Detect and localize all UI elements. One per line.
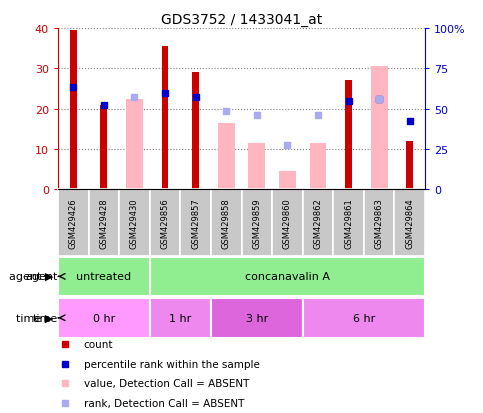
Text: rank, Detection Call = ABSENT: rank, Detection Call = ABSENT bbox=[84, 398, 244, 408]
FancyBboxPatch shape bbox=[180, 190, 211, 256]
Text: GSM429863: GSM429863 bbox=[375, 198, 384, 248]
Text: 1 hr: 1 hr bbox=[169, 313, 191, 323]
Text: GSM429856: GSM429856 bbox=[160, 198, 170, 248]
Text: agent: agent bbox=[26, 272, 58, 282]
Bar bbox=[126, 100, 143, 190]
FancyBboxPatch shape bbox=[211, 190, 242, 256]
Bar bbox=[345, 81, 352, 190]
FancyBboxPatch shape bbox=[303, 298, 425, 338]
FancyBboxPatch shape bbox=[150, 298, 211, 338]
FancyBboxPatch shape bbox=[58, 257, 150, 297]
FancyBboxPatch shape bbox=[272, 190, 303, 256]
Text: value, Detection Call = ABSENT: value, Detection Call = ABSENT bbox=[84, 378, 249, 388]
Bar bbox=[371, 67, 387, 190]
FancyBboxPatch shape bbox=[303, 190, 333, 256]
FancyBboxPatch shape bbox=[88, 190, 119, 256]
Bar bbox=[218, 123, 235, 190]
Text: 6 hr: 6 hr bbox=[353, 313, 375, 323]
Text: time: time bbox=[33, 313, 58, 323]
FancyBboxPatch shape bbox=[333, 190, 364, 256]
Text: count: count bbox=[84, 339, 113, 349]
Text: GSM429862: GSM429862 bbox=[313, 198, 323, 248]
Text: agent ▶: agent ▶ bbox=[9, 272, 53, 282]
Bar bbox=[162, 47, 169, 190]
Bar bbox=[248, 144, 265, 190]
Bar bbox=[70, 31, 77, 190]
Title: GDS3752 / 1433041_at: GDS3752 / 1433041_at bbox=[161, 12, 322, 26]
Text: time ▶: time ▶ bbox=[16, 313, 53, 323]
Text: GSM429430: GSM429430 bbox=[130, 198, 139, 248]
Bar bbox=[279, 172, 296, 190]
Text: GSM429426: GSM429426 bbox=[69, 198, 78, 248]
FancyBboxPatch shape bbox=[119, 190, 150, 256]
Bar bbox=[100, 105, 107, 190]
Text: GSM429864: GSM429864 bbox=[405, 198, 414, 248]
FancyBboxPatch shape bbox=[242, 190, 272, 256]
Text: percentile rank within the sample: percentile rank within the sample bbox=[84, 359, 259, 369]
Text: 3 hr: 3 hr bbox=[246, 313, 268, 323]
Text: GSM429861: GSM429861 bbox=[344, 198, 353, 248]
Text: GSM429858: GSM429858 bbox=[222, 198, 231, 248]
FancyBboxPatch shape bbox=[395, 190, 425, 256]
Bar bbox=[310, 144, 327, 190]
Bar bbox=[406, 142, 413, 190]
FancyBboxPatch shape bbox=[58, 190, 88, 256]
Text: GSM429860: GSM429860 bbox=[283, 198, 292, 248]
FancyBboxPatch shape bbox=[150, 257, 425, 297]
Text: GSM429857: GSM429857 bbox=[191, 198, 200, 248]
FancyBboxPatch shape bbox=[150, 190, 180, 256]
FancyBboxPatch shape bbox=[58, 298, 150, 338]
Bar bbox=[192, 73, 199, 190]
FancyBboxPatch shape bbox=[211, 298, 303, 338]
FancyBboxPatch shape bbox=[364, 190, 395, 256]
Text: GSM429859: GSM429859 bbox=[252, 198, 261, 248]
Text: 0 hr: 0 hr bbox=[93, 313, 115, 323]
Text: GSM429428: GSM429428 bbox=[99, 198, 108, 248]
Text: concanavalin A: concanavalin A bbox=[245, 272, 330, 282]
Text: untreated: untreated bbox=[76, 272, 131, 282]
